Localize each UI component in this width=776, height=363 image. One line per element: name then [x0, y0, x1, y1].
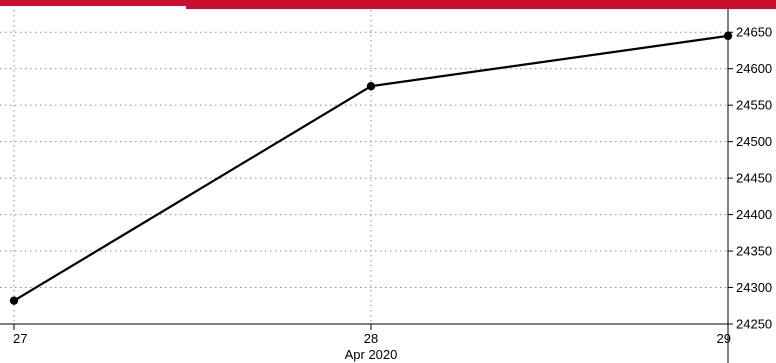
vertical-gridlines [13, 10, 729, 324]
header-bar [0, 0, 776, 9]
y-tick-label: 24600 [736, 61, 772, 76]
y-tick-label: 24500 [736, 134, 772, 149]
header-accent-stripe [0, 6, 186, 9]
data-point [723, 31, 733, 41]
data-point [366, 82, 376, 91]
y-axis-ticks: 24250 24300 24350 24400 24450 24500 24550 24600… [728, 25, 772, 332]
data-point [9, 296, 19, 305]
y-tick-label: 24300 [736, 280, 772, 295]
y-tick-label: 24400 [736, 207, 772, 222]
x-axis-title: Apr 2020 [345, 347, 398, 362]
x-axis-ticks: 27 28 29 [13, 324, 731, 346]
y-tick-label: 24450 [736, 171, 772, 186]
x-tick-label: 28 [364, 331, 378, 346]
horizontal-gridlines [0, 31, 728, 289]
x-tick-label: 27 [13, 331, 27, 346]
y-tick-label: 24250 [736, 317, 772, 332]
y-tick-label: 24650 [736, 25, 772, 40]
y-tick-label: 24350 [736, 244, 772, 259]
y-tick-label: 24550 [736, 98, 772, 113]
x-tick-label: 29 [717, 331, 731, 346]
series-group [9, 31, 733, 305]
